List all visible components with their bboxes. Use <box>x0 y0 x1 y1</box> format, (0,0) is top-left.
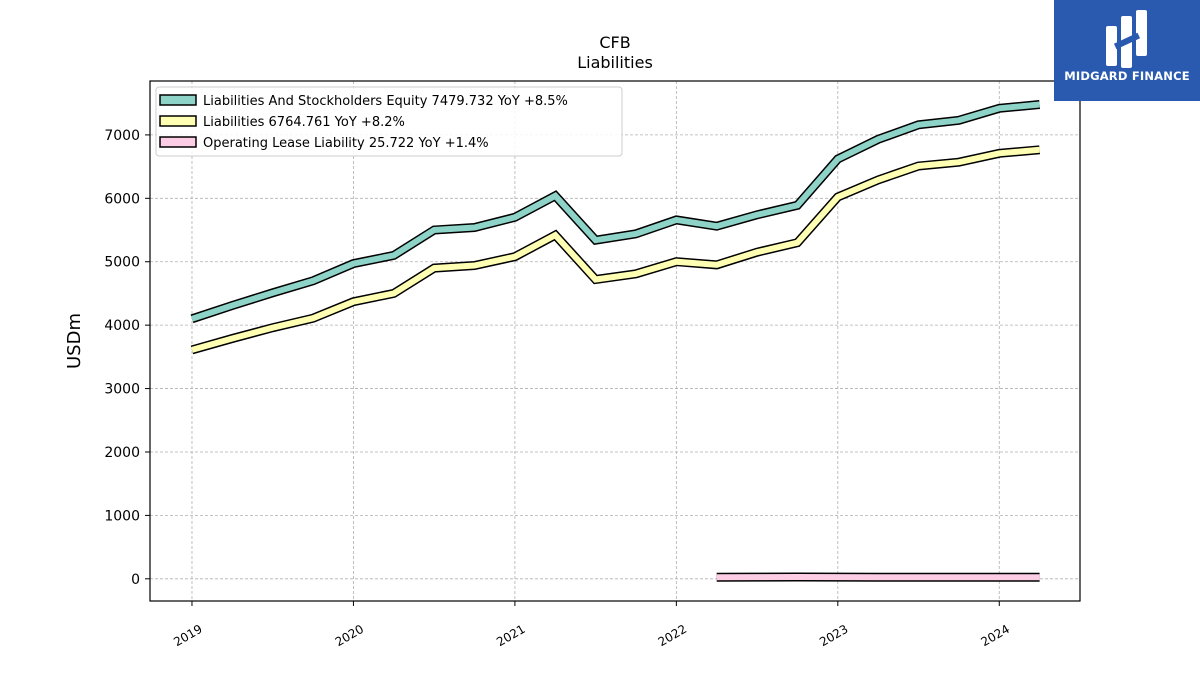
legend-swatch <box>159 115 197 127</box>
brand-logo: MIDGARD FINANCE <box>1054 0 1200 101</box>
legend: Liabilities And Stockholders Equity 7479… <box>155 86 623 157</box>
brand-logo-mark <box>1106 10 1147 68</box>
series-line-outline <box>190 145 1040 355</box>
y-tick-label: 1000 <box>104 508 140 524</box>
plot-frame <box>149 80 1081 602</box>
y-tick-label: 0 <box>131 572 140 588</box>
x-tick-label: 2019 <box>171 622 204 649</box>
y-axis-label: USDm <box>64 313 85 369</box>
y-tick-label: 3000 <box>104 382 140 398</box>
y-tick-label: 2000 <box>104 445 140 461</box>
legend-label: Liabilities And Stockholders Equity 7479… <box>203 94 568 109</box>
x-tick-label: 2024 <box>979 622 1012 649</box>
legend-label: Liabilities 6764.761 YoY +8.2% <box>203 115 405 130</box>
y-tick-label: 5000 <box>104 255 140 271</box>
x-tick-label: 2023 <box>817 622 850 649</box>
grid <box>150 81 1080 601</box>
y-tick-label: 4000 <box>104 318 140 334</box>
y-tick-label: 7000 <box>104 128 140 144</box>
legend-box <box>155 86 623 157</box>
x-tick-label: 2020 <box>333 622 366 649</box>
legend-swatch <box>159 94 197 106</box>
x-tick-label: 2021 <box>494 622 527 649</box>
legend-swatch <box>159 136 197 148</box>
series-layer <box>190 100 1041 582</box>
chart-subtitle: Liabilities <box>577 53 653 72</box>
y-tick-label: 6000 <box>104 191 140 207</box>
x-tick-label: 2022 <box>656 622 689 649</box>
series-line <box>191 146 1040 353</box>
brand-logo-text: MIDGARD FINANCE <box>1064 69 1190 83</box>
series-line <box>191 101 1040 322</box>
chart-title: CFB <box>599 33 630 52</box>
legend-label: Operating Lease Liability 25.722 YoY +1.… <box>203 136 489 151</box>
